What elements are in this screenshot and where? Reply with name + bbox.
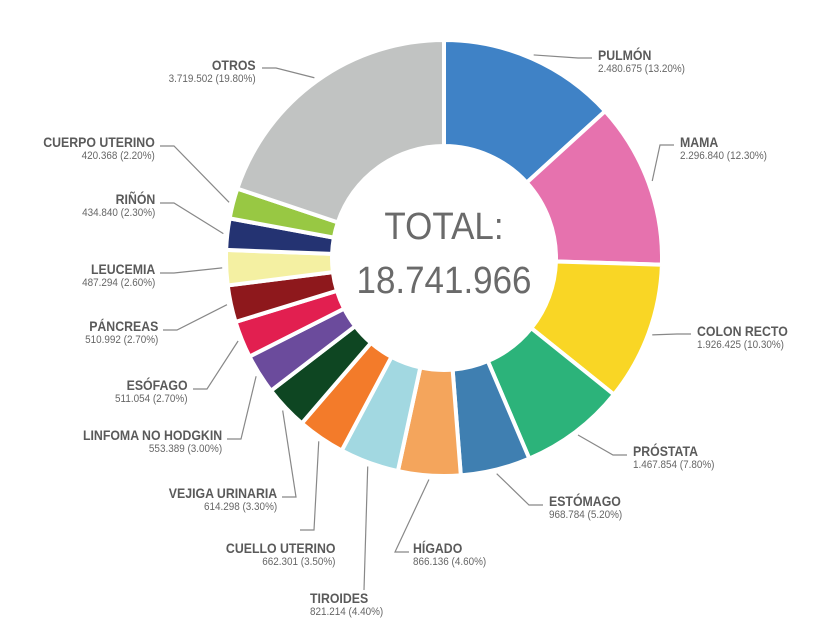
slice-label: LINFOMA NO HODGKIN 553.389 (3.00%) [64, 427, 222, 456]
total-title: TOTAL: [384, 206, 504, 248]
leader-line [652, 333, 691, 336]
slice-label: RIÑÓN 434.840 (2.30%) [74, 191, 155, 220]
slice-label-title: PULMÓN [598, 47, 652, 63]
slice-label-value: 2.480.675 (13.20%) [598, 63, 685, 76]
slice-label-title: PÁNCREAS [88, 318, 158, 334]
slice-label-value: 821.214 (4.40%) [310, 606, 384, 619]
slice-label: PULMÓN 2.480.675 (13.20%) [598, 47, 695, 76]
leader-line [160, 145, 230, 203]
leader-line [394, 479, 430, 553]
slice-label-title: PRÓSTATA [633, 443, 699, 459]
leader-line [496, 473, 543, 506]
slice-label: PÁNCREAS 510.992 (2.70%) [77, 318, 158, 347]
leader-line [262, 67, 315, 79]
slice-label: OTROS 3.719.502 (19.80%) [159, 57, 256, 86]
slice-label: ESÓFAGO 511.054 (2.70%) [107, 377, 188, 406]
slice-label-title: RIÑÓN [115, 191, 155, 207]
slice-label-title: OTROS [212, 57, 256, 73]
slice-label-title: HÍGADO [413, 540, 463, 556]
slice-label: CUELLO UTERINO 662.301 (3.50%) [211, 540, 335, 569]
slice-label-value: 511.054 (2.70%) [115, 393, 188, 406]
slice-label: HÍGADO 866.136 (4.60%) [413, 540, 494, 569]
slice-label: CUERPO UTERINO 420.368 (2.20%) [28, 134, 155, 163]
leader-line [227, 376, 257, 440]
slice-label: MAMA 2.296.840 (12.30%) [680, 134, 777, 163]
slice-label-value: 866.136 (4.60%) [413, 556, 487, 569]
slice-label-value: 662.301 (3.50%) [261, 556, 335, 569]
slice-label-title: VEJIGA URINARIA [168, 485, 277, 501]
leader-line [160, 267, 223, 274]
slice-label-title: TIROIDES [310, 590, 369, 606]
slice-label-title: CUELLO UTERINO [225, 540, 335, 556]
leader-line [282, 410, 297, 498]
slice-label-value: 614.298 (3.30%) [203, 501, 277, 514]
slice-label: ESTÓMAGO 968.784 (5.20%) [549, 493, 631, 522]
leader-line [363, 466, 369, 591]
slice-label-title: LINFOMA NO HODGKIN [82, 427, 222, 443]
slice-label-value: 487.294 (2.60%) [81, 277, 155, 290]
slice-label-value: 420.368 (2.20%) [81, 150, 155, 163]
slice-label-title: LEUCEMIA [90, 261, 155, 277]
slice-label-title: ESTÓMAGO [549, 493, 621, 509]
leader-line [577, 434, 627, 456]
slice-label-value: 553.389 (3.00%) [148, 443, 222, 456]
slice-label-title: MAMA [680, 134, 719, 150]
slice-otros [234, 37, 446, 225]
slice-label: TIROIDES 821.214 (4.40%) [310, 590, 391, 619]
slice-label-value: 510.992 (2.70%) [84, 334, 158, 347]
slice-label-value: 3.719.502 (19.80%) [169, 73, 256, 86]
slice-label-value: 1.926.425 (10.30%) [697, 339, 784, 352]
leader-line [651, 144, 674, 182]
slice-label: PRÓSTATA 1.467.854 (7.80%) [633, 443, 724, 472]
leader-line [300, 441, 320, 531]
total-value: 18.741.966 [356, 260, 532, 302]
slice-label-title: COLON RECTO [697, 323, 788, 339]
slice-label: LEUCEMIA 487.294 (2.60%) [74, 261, 155, 290]
center-total: TOTAL: 18.741.966 [352, 200, 536, 308]
leader-line [160, 202, 224, 235]
leader-line [193, 340, 239, 390]
slice-label: COLON RECTO 1.926.425 (10.30%) [697, 323, 800, 352]
slice-label-value: 1.467.854 (7.80%) [633, 459, 715, 472]
slice-label: VEJIGA URINARIA 614.298 (3.30%) [154, 485, 277, 514]
leader-line [533, 54, 592, 59]
slice-label-value: 2.296.840 (12.30%) [680, 150, 767, 163]
slice-label-title: ESÓFAGO [127, 377, 188, 393]
leader-line [163, 304, 228, 331]
slice-label-value: 434.840 (2.30%) [81, 207, 155, 220]
slice-label-title: CUERPO UTERINO [43, 134, 155, 150]
slice-label-value: 968.784 (5.20%) [549, 509, 623, 522]
